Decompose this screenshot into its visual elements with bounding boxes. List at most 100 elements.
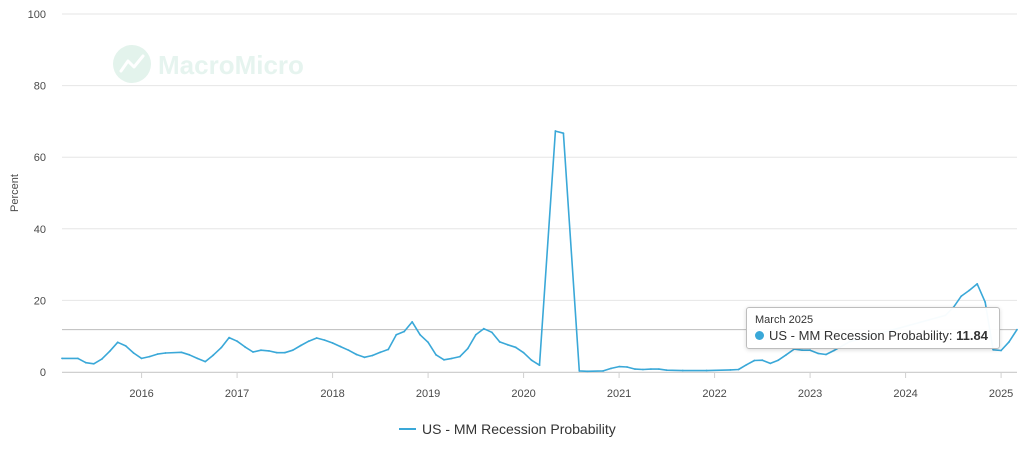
tooltip-series-dot: [755, 331, 764, 340]
data-point: [156, 353, 159, 355]
data-point: [387, 348, 390, 351]
data-point: [347, 349, 350, 352]
data-point: [538, 364, 541, 367]
data-point: [825, 353, 827, 356]
data-point: [984, 301, 987, 304]
y-tick-label: 80: [34, 81, 46, 93]
data-point: [132, 352, 135, 354]
data-point: [1016, 328, 1018, 331]
data-point: [769, 362, 772, 365]
data-point: [514, 346, 517, 349]
data-point: [140, 357, 143, 360]
tooltip-row: US - MM Recession Probability: 11.84: [755, 327, 991, 344]
data-point: [419, 333, 422, 336]
y-tick-label: 40: [34, 224, 46, 236]
data-point: [188, 353, 191, 356]
data-point: [817, 352, 819, 355]
data-point: [315, 337, 318, 339]
tooltip-value: 11.84: [956, 328, 988, 343]
x-tick-label: 2023: [798, 388, 822, 400]
data-point: [395, 333, 398, 336]
x-tick-label: 2021: [607, 388, 631, 400]
legend-label: US - MM Recession Probability: [422, 421, 616, 437]
x-tick-label: 2020: [511, 388, 535, 400]
data-point: [737, 368, 740, 371]
data-point: [777, 359, 780, 362]
data-point: [260, 349, 262, 352]
data-point: [642, 368, 644, 371]
data-point: [451, 357, 453, 360]
data-point: [474, 333, 477, 336]
watermark-text: MacroMicro: [158, 50, 304, 80]
data-point: [100, 358, 103, 361]
data-point: [61, 357, 63, 360]
data-point: [801, 349, 804, 352]
data-point: [124, 344, 127, 347]
data-point: [634, 368, 636, 371]
data-point: [761, 359, 764, 362]
data-point: [506, 343, 509, 346]
watermark: MacroMicro: [113, 45, 304, 83]
data-point: [681, 369, 684, 372]
data-point: [275, 351, 278, 354]
data-point: [618, 365, 620, 368]
data-point: [236, 340, 238, 343]
data-point: [665, 369, 668, 372]
data-point: [323, 339, 326, 342]
data-point: [530, 359, 533, 362]
data-point: [84, 361, 87, 364]
data-point: [1000, 349, 1002, 352]
x-tick-label: 2025: [989, 388, 1013, 400]
data-point: [244, 346, 246, 348]
data-point: [554, 130, 557, 132]
x-tick-label: 2018: [320, 388, 344, 400]
data-point: [116, 341, 119, 344]
data-point: [482, 327, 485, 330]
y-tick-label: 100: [28, 9, 46, 21]
legend[interactable]: US - MM Recession Probability: [399, 421, 616, 437]
data-point: [307, 340, 310, 343]
data-point: [745, 363, 748, 366]
data-point: [77, 357, 79, 360]
data-point: [339, 345, 342, 348]
data-point: [411, 320, 414, 323]
data-point: [164, 352, 167, 354]
data-point: [610, 367, 613, 370]
data-point: [650, 368, 652, 371]
data-point: [355, 353, 358, 356]
data-point: [466, 347, 469, 350]
data-point: [522, 351, 525, 354]
data-point: [371, 354, 374, 357]
data-point: [427, 341, 429, 344]
data-point: [443, 358, 445, 361]
y-axis-title: Percent: [9, 174, 21, 212]
data-point: [283, 351, 286, 354]
x-axis: 2016 2017 2018 2019 2020 2021 2022 2023 2024 2025: [62, 372, 1017, 400]
data-point: [268, 349, 270, 352]
data-point: [180, 351, 183, 354]
data-point: [705, 369, 708, 372]
data-point: [92, 362, 95, 365]
data-point: [586, 370, 589, 373]
data-point: [1008, 341, 1010, 343]
data-point: [992, 348, 995, 351]
data-point: [498, 341, 501, 343]
data-point: [809, 349, 811, 352]
data-point: [403, 330, 406, 333]
data-point: [578, 370, 581, 372]
tooltip-date: March 2025: [755, 314, 814, 326]
data-point: [108, 350, 111, 353]
y-tick-label: 20: [34, 295, 46, 307]
data-point: [196, 357, 199, 360]
data-point: [148, 355, 151, 358]
data-point: [626, 366, 628, 368]
data-point: [729, 368, 732, 371]
y-tick-label: 60: [34, 152, 46, 164]
data-point: [602, 370, 605, 372]
data-point: [459, 355, 461, 358]
data-point: [976, 283, 979, 285]
x-tick-label: 2016: [129, 388, 153, 400]
data-point: [204, 360, 207, 363]
data-point: [363, 356, 366, 359]
